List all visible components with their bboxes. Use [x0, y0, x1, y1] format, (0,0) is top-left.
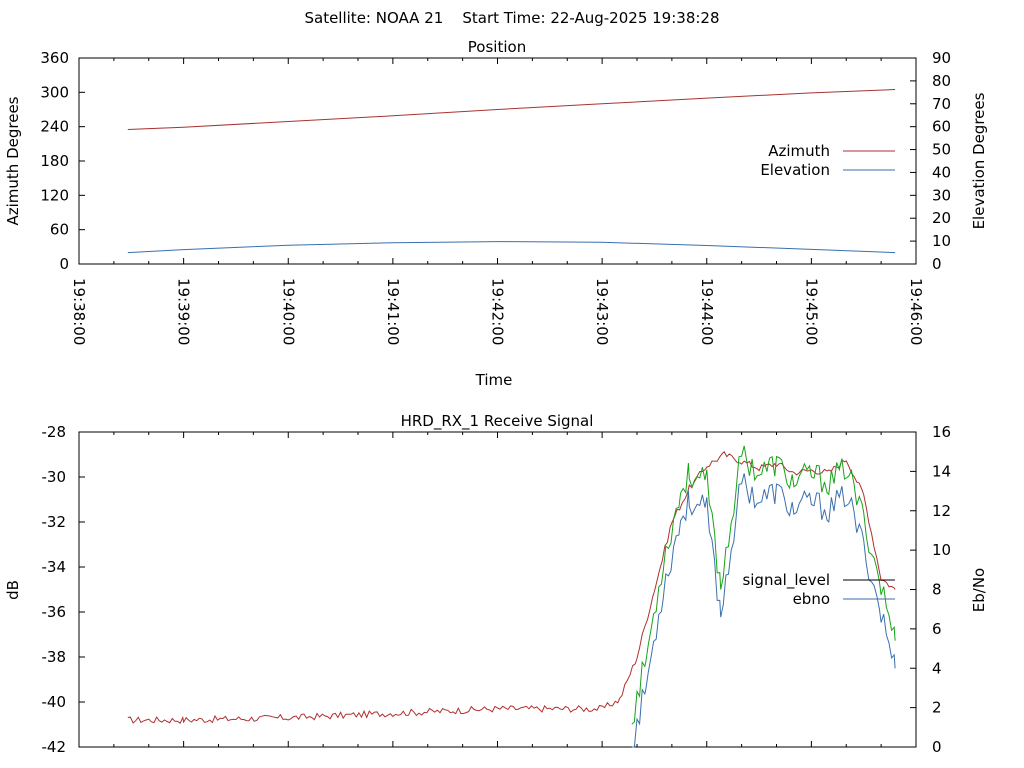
position-x-tick-label: 19:45:00 [802, 278, 820, 345]
position-y2label: Elevation Degrees [970, 92, 988, 229]
position-chart: Position 0 60 120 180 240 300 360 0 10 20 30 40 50 60… [4, 38, 988, 389]
position-x-tick-label: 19:43:00 [593, 278, 611, 345]
signal-ticks: -42 -40 -38 -36 -34 -32 -30 -28 0 2 4 6 8 10 12 14 16 [42, 423, 952, 756]
legend-label-elevation: Elevation [760, 161, 830, 179]
signal-chart: HRD_RX_1 Receive Signal -42-40-38-36-34-… [4, 412, 988, 756]
signal-level-line [127, 451, 896, 724]
position-x-tick-label: 19:42:00 [489, 278, 507, 345]
signal-y2-tick-label: 14 [932, 462, 951, 480]
position-y2-tick-label: 90 [932, 49, 951, 67]
chart-header-title: Satellite: NOAA 21 Start Time: 22-Aug-20… [304, 9, 719, 27]
position-x-tick-label: 19:39:00 [175, 278, 193, 345]
position-y2-tick-label: 20 [932, 209, 951, 227]
signal-y-tick-label: -34 [42, 558, 67, 576]
position-y2-tick-label: 0 [932, 255, 942, 273]
position-x-tick-label: 19:41:00 [384, 278, 402, 345]
position-y-tick-label: 60 [50, 221, 69, 239]
signal-ylabel: dB [4, 580, 22, 600]
ebno-upper-line [631, 445, 896, 725]
position-y2-tick-label: 80 [932, 72, 951, 90]
position-x-tick-label: 19:38:00 [70, 278, 88, 345]
signal-y2-tick-label: 10 [932, 541, 951, 559]
signal-y-tick-label: -38 [42, 648, 67, 666]
position-x-tick-label: 19:46:00 [907, 278, 925, 345]
signal-y-tick-label: -32 [42, 513, 67, 531]
signal-y2-tick-label: 6 [932, 620, 942, 638]
azimuth-line [127, 89, 896, 130]
signal-y-tick-label: -36 [42, 603, 67, 621]
position-x-tick-label: 19:40:00 [279, 278, 297, 345]
signal-plot-frame [78, 431, 917, 748]
position-xlabel: Time [475, 371, 513, 389]
legend-label-signal-level: signal_level [742, 571, 830, 590]
position-y2-tick-label: 30 [932, 186, 951, 204]
position-y-tick-label: 360 [40, 49, 69, 67]
signal-y-tick-label: -28 [42, 423, 67, 441]
signal-series [127, 445, 896, 748]
position-y2-tick-label: 60 [932, 118, 951, 136]
position-legend: Azimuth Elevation [760, 142, 895, 179]
position-y2-tick-label: 10 [932, 232, 951, 250]
signal-y-tick-label: -42 [42, 738, 67, 756]
ebno-line [631, 473, 896, 748]
position-series [127, 89, 896, 254]
legend-label-ebno: ebno [793, 590, 830, 608]
signal-y-tick-label: -30 [42, 468, 67, 486]
position-y2-tick-label: 70 [932, 95, 951, 113]
position-y2-tick-label: 50 [932, 141, 951, 159]
signal-y-tick-label: -40 [42, 693, 67, 711]
position-y-tick-label: 0 [59, 255, 69, 273]
signal-y2label: Eb/No [970, 568, 988, 612]
position-ticks: 0 60 120 180 240 300 360 0 10 20 30 40 50 60 70 80 90 19:… [40, 49, 951, 345]
signal-y2-tick-label: 12 [932, 502, 951, 520]
signal-y2-tick-label: 0 [932, 738, 942, 756]
elevation-line [127, 241, 896, 254]
position-y-tick-label: 120 [40, 186, 69, 204]
position-y-tick-label: 240 [40, 118, 69, 136]
signal-y2-tick-label: 8 [932, 581, 942, 599]
signal-legend: signal_level ebno [742, 571, 895, 608]
signal-y2-tick-label: 4 [932, 659, 942, 677]
position-y2-tick-label: 40 [932, 163, 951, 181]
signal-chart-title: HRD_RX_1 Receive Signal [401, 412, 594, 431]
position-y-tick-label: 300 [40, 83, 69, 101]
position-chart-title: Position [468, 38, 526, 56]
legend-label-azimuth: Azimuth [768, 142, 830, 160]
position-x-tick-label: 19:44:00 [698, 278, 716, 345]
signal-y2-tick-label: 16 [932, 423, 951, 441]
signal-y2-tick-label: 2 [932, 699, 942, 717]
position-y-tick-label: 180 [40, 152, 69, 170]
position-ylabel: Azimuth Degrees [4, 96, 22, 225]
